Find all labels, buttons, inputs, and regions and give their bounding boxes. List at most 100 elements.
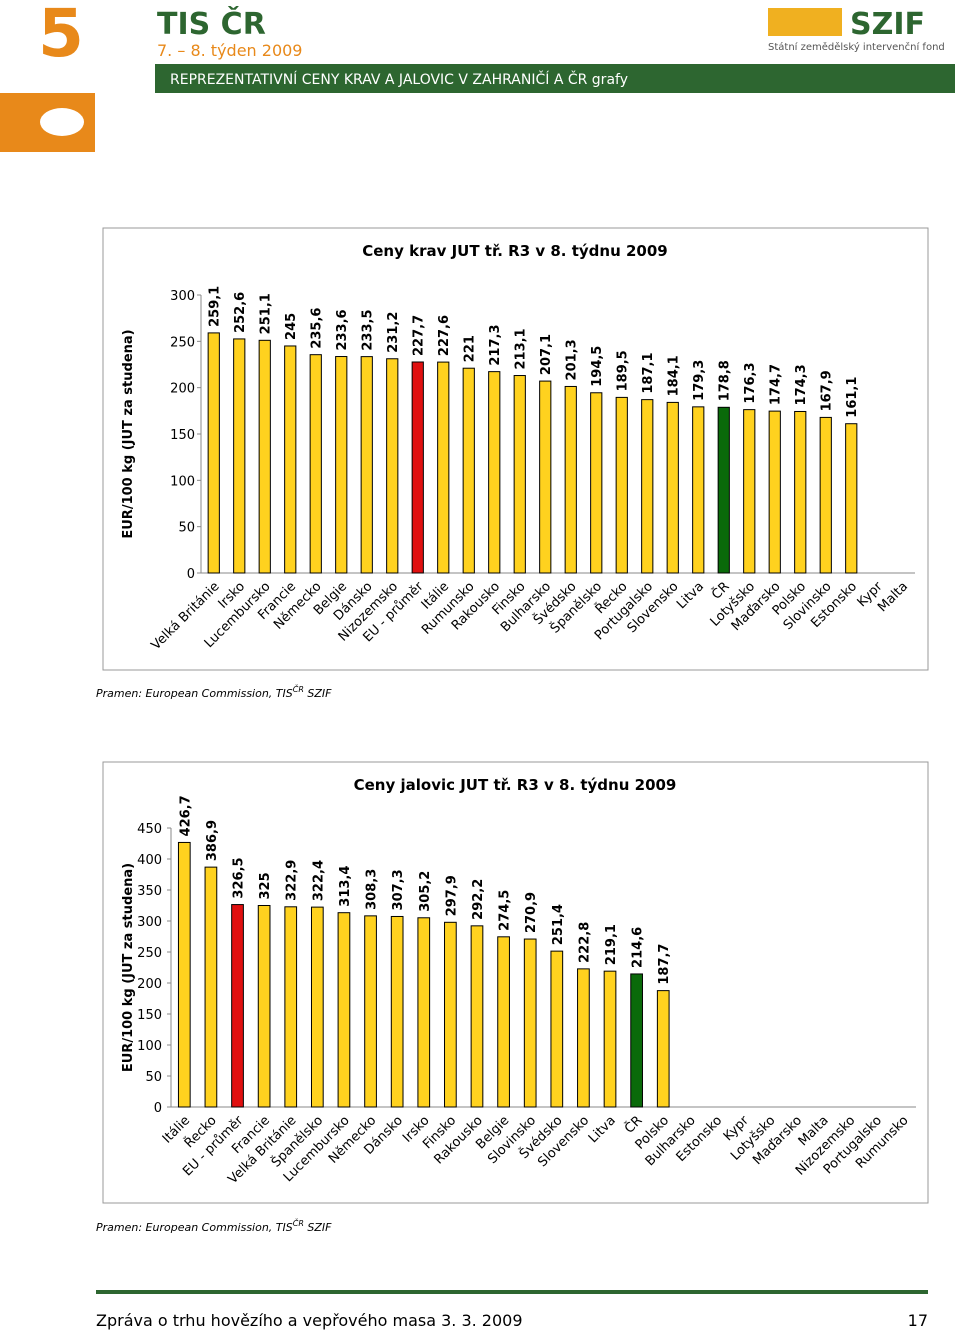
bar (233, 338, 246, 574)
chart-title: Ceny jalovic JUT tř. R3 v 8. týdnu 2009 (354, 776, 677, 794)
value-label: 222,8 (577, 922, 592, 963)
y-axis-label: EUR/100 kg (JUT za studena) (121, 329, 136, 538)
y-tick-label: 150 (170, 428, 195, 443)
value-label: 201,3 (565, 339, 580, 380)
y-tick-label: 0 (187, 567, 195, 582)
bar (284, 345, 297, 574)
bar (386, 358, 399, 574)
bar (390, 915, 404, 1108)
chart-title: Ceny krav JUT tř. R3 v 8. týdnu 2009 (362, 242, 668, 260)
footer-page: 17 (908, 1311, 928, 1330)
bar (819, 416, 832, 574)
value-label: 307,3 (391, 869, 406, 910)
value-label: 322,4 (311, 860, 326, 901)
value-label: 274,5 (498, 890, 513, 931)
value-label: 386,9 (205, 820, 220, 861)
bar (470, 925, 484, 1108)
value-label: 187,1 (641, 352, 656, 393)
logo-subtitle: Státní zemědělský intervenční fond (768, 41, 945, 53)
bar (207, 332, 220, 574)
source: Pramen: European Commission, TISČR SZIF (96, 1217, 332, 1234)
bar (177, 841, 191, 1108)
value-label: 219,1 (604, 924, 619, 965)
value-label: 322,9 (285, 860, 300, 901)
source-prefix: Pramen: European Commission, TIS (96, 1221, 293, 1234)
value-label: 227,6 (437, 315, 452, 356)
bar (615, 396, 628, 574)
bar (666, 401, 679, 574)
source: Pramen: European Commission, TISČR SZIF (96, 683, 332, 700)
x-tick-label: Litva (586, 1113, 619, 1146)
value-label: 245 (284, 313, 299, 340)
source-prefix: Pramen: European Commission, TIS (96, 687, 293, 700)
y-tick-label: 100 (170, 474, 195, 489)
bar (641, 399, 654, 574)
y-tick-label: 50 (145, 1070, 162, 1085)
y-tick-label: 150 (137, 1008, 162, 1023)
source-sup: ČR (293, 683, 304, 694)
bar (488, 371, 501, 574)
value-label: 426,7 (178, 795, 193, 836)
value-label: 189,5 (616, 350, 631, 391)
value-label: 167,9 (820, 370, 835, 411)
bar (231, 904, 244, 1108)
value-label: 233,5 (361, 309, 376, 350)
value-label: 174,7 (769, 364, 784, 405)
bar (768, 410, 781, 574)
y-tick-label: 100 (137, 1039, 162, 1054)
brand: TIS ČR (157, 5, 266, 42)
bar (284, 906, 298, 1108)
value-label: 252,6 (233, 292, 248, 333)
bar (437, 361, 450, 574)
x-tick-label: Malta (875, 579, 911, 615)
y-tick-label: 50 (178, 521, 195, 536)
value-label: 176,3 (743, 363, 758, 404)
bar (360, 356, 373, 574)
chart-frame (102, 761, 929, 1204)
value-label: 325 (258, 872, 273, 899)
y-tick-label: 250 (137, 946, 162, 961)
value-label: 326,5 (232, 857, 247, 898)
y-tick-label: 0 (154, 1101, 162, 1116)
bar (257, 905, 271, 1108)
bar (462, 367, 475, 574)
cow-icon (40, 108, 84, 136)
value-label: 174,3 (794, 364, 809, 405)
x-tick-label: Litva (674, 579, 707, 612)
y-tick-label: 400 (137, 853, 162, 868)
value-label: 187,7 (657, 944, 672, 985)
bar (550, 950, 564, 1108)
y-tick-label: 300 (170, 289, 195, 304)
bar (204, 866, 218, 1108)
bar (310, 906, 324, 1108)
bar (743, 409, 756, 574)
header-subtitle: REPREZENTATIVNÍ CENY KRAV A JALOVIC V ZA… (170, 70, 628, 88)
bar (539, 380, 552, 574)
bar (656, 990, 670, 1108)
bar (692, 406, 705, 574)
logo-mark (768, 8, 842, 36)
bar (564, 385, 577, 574)
source-sup: ČR (293, 1217, 304, 1228)
value-label: 184,1 (667, 355, 682, 396)
bar (309, 354, 322, 574)
value-label: 233,6 (335, 309, 350, 350)
y-axis-label: EUR/100 kg (JUT za studena) (121, 863, 136, 1072)
y-tick-label: 250 (170, 335, 195, 350)
value-label: 251,1 (259, 293, 274, 334)
bar (258, 339, 271, 574)
source-suffix: SZIF (304, 687, 332, 700)
value-label: 194,5 (590, 346, 605, 387)
bar (523, 938, 537, 1108)
value-label: 305,2 (418, 871, 433, 912)
value-label: 231,2 (386, 312, 401, 353)
bar (717, 406, 730, 574)
y-tick-label: 450 (137, 822, 162, 837)
logo: SZIF (850, 7, 925, 42)
bar (577, 968, 590, 1108)
value-label: 179,3 (692, 360, 707, 401)
bar (497, 936, 510, 1108)
bar (411, 361, 424, 574)
y-tick-label: 300 (137, 915, 162, 930)
